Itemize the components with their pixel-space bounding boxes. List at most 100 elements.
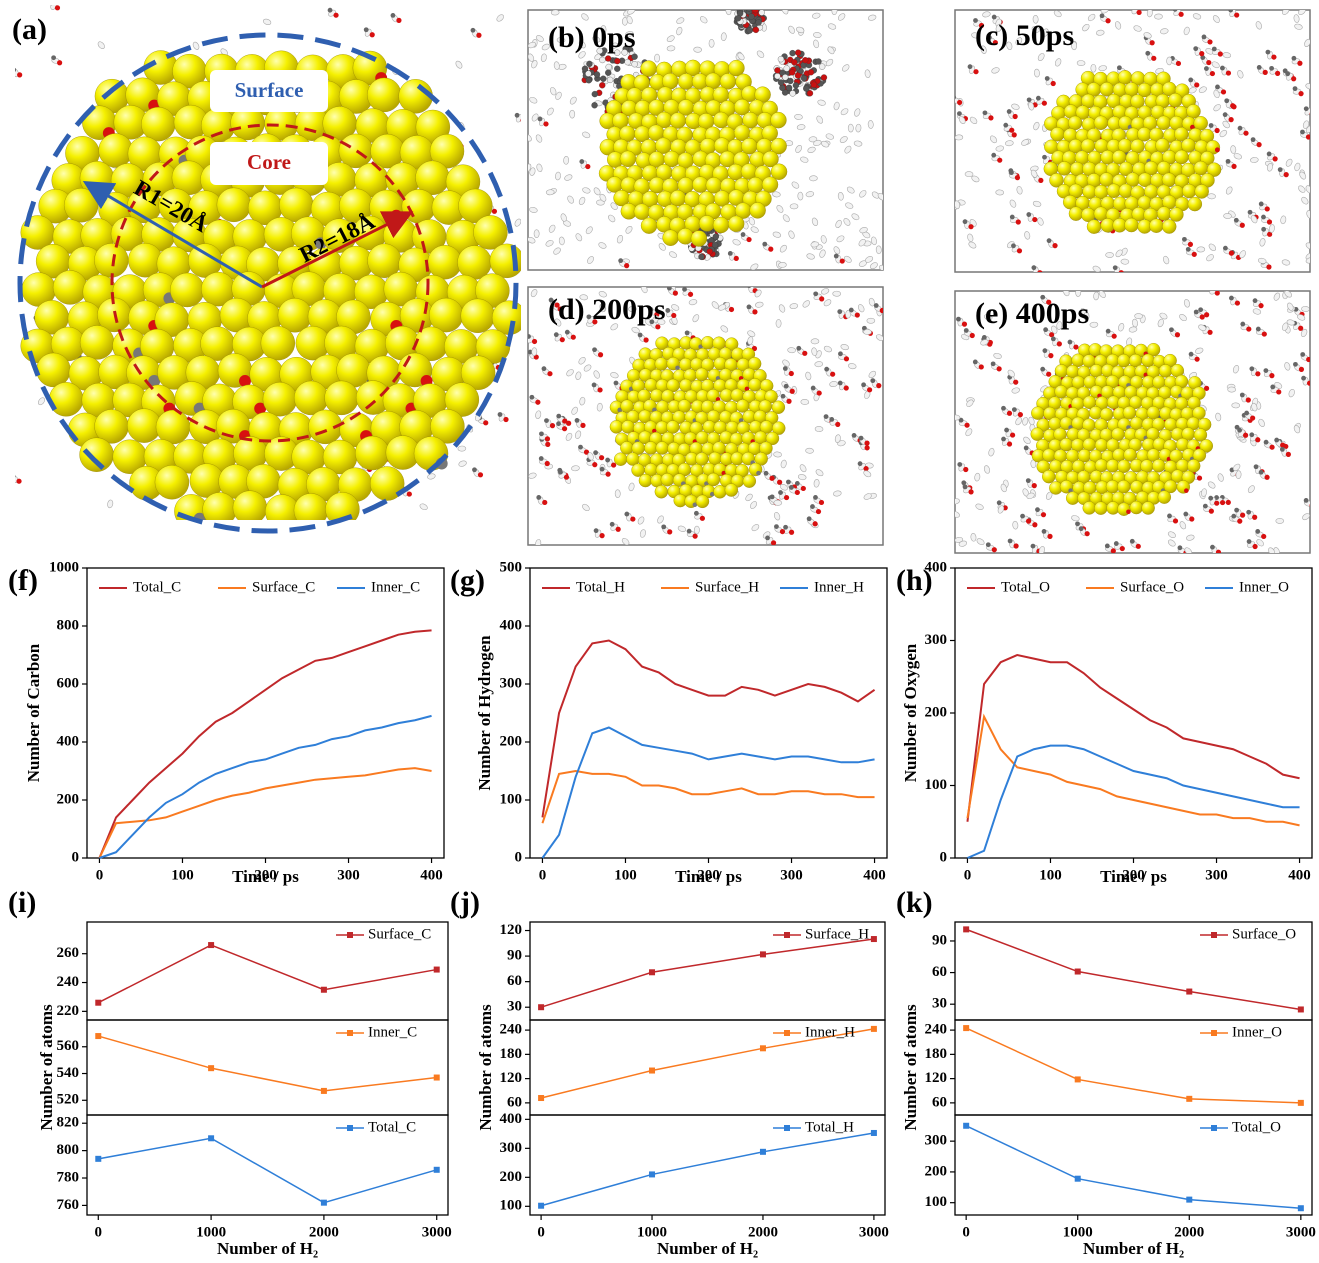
- oxygen-atom: [1283, 172, 1289, 178]
- carbon-atom: [1172, 10, 1178, 12]
- molecule: [530, 289, 538, 298]
- molecule: [982, 11, 991, 18]
- oxygen-atom: [624, 263, 630, 269]
- oxygen-atom: [1009, 127, 1015, 133]
- molecule: [1032, 15, 1039, 24]
- molecule: [1128, 326, 1138, 333]
- oxygen-atom: [544, 460, 550, 467]
- molecule: [1083, 311, 1090, 321]
- molecule: [1293, 425, 1301, 434]
- carbon-atom: [637, 332, 643, 338]
- molecule: [514, 218, 521, 227]
- molecule: [782, 359, 790, 367]
- molecule: [1305, 252, 1310, 260]
- oxygen-atom: [1219, 499, 1226, 506]
- cluster-atom: [621, 49, 628, 56]
- cluster-atom: [803, 85, 810, 92]
- carbon-atom: [1001, 436, 1006, 442]
- molecule: [1256, 539, 1264, 547]
- gold-atom: [1162, 219, 1177, 234]
- molecule: [1183, 26, 1190, 36]
- carbon-atom: [1285, 71, 1291, 77]
- gold-atom: [338, 133, 374, 169]
- x-tick-label: 3000: [422, 1224, 452, 1240]
- oxygen-atom: [1149, 40, 1155, 46]
- cluster-atom: [782, 74, 789, 81]
- carbon-atom: [1041, 528, 1047, 534]
- y-tick-label: 780: [57, 1169, 80, 1185]
- molecule: [1225, 186, 1233, 195]
- molecule: [868, 297, 875, 307]
- oxygen-atom: [1006, 441, 1013, 447]
- marker: [963, 1025, 970, 1032]
- marker: [538, 1202, 545, 1209]
- marker: [208, 1065, 215, 1072]
- molecule: [1304, 38, 1310, 47]
- carbon-atom: [810, 385, 816, 391]
- molecule: [574, 430, 582, 439]
- cluster-atom: [600, 75, 607, 82]
- gold-atom: [772, 421, 786, 435]
- molecule: [1201, 488, 1207, 497]
- oxygen-atom: [1111, 333, 1117, 339]
- y-tick-label: 200: [57, 791, 80, 807]
- carbon-atom: [51, 55, 57, 61]
- molecule: [578, 51, 586, 59]
- molecule: [1227, 386, 1236, 393]
- oxygen-atom: [1214, 291, 1220, 296]
- legend-label: Inner_O: [1239, 579, 1289, 595]
- carbon-atom: [957, 111, 962, 117]
- carbon-atom: [1291, 55, 1297, 61]
- molecule: [833, 246, 841, 255]
- molecule: [842, 64, 850, 72]
- oxygen-atom: [768, 246, 774, 252]
- oxygen-atom: [1012, 113, 1018, 120]
- carbon-atom: [1222, 112, 1228, 118]
- carbon-atom: [1263, 439, 1269, 445]
- gold-atom: [724, 483, 739, 497]
- gold-atom: [761, 176, 779, 193]
- gold-atom: [232, 490, 268, 520]
- molecule: [1105, 252, 1114, 258]
- molecule: [1258, 418, 1265, 427]
- carbon-atom: [1200, 55, 1206, 60]
- carbon-atom: [1293, 361, 1298, 367]
- marker: [95, 1033, 102, 1040]
- oxygen-atom: [1049, 332, 1055, 338]
- oxygen-atom: [57, 60, 63, 66]
- series-line: [540, 1132, 875, 1207]
- carbon-atom: [833, 253, 839, 259]
- molecule: [1160, 28, 1169, 35]
- oxygen-atom: [1118, 270, 1124, 272]
- molecule: [995, 189, 1005, 196]
- carbon-atom: [1188, 77, 1194, 83]
- carbon-atom: [1237, 125, 1243, 131]
- molecule: [800, 156, 809, 163]
- molecule: [1294, 23, 1303, 30]
- oxygen-atom: [1234, 300, 1241, 306]
- oxygen-atom: [406, 491, 412, 497]
- molecule: [796, 26, 805, 34]
- molecule: [1195, 347, 1204, 354]
- molecule: [776, 205, 784, 213]
- molecule: [598, 291, 607, 298]
- molecule: [833, 101, 840, 111]
- carbon-atom: [1250, 137, 1256, 143]
- molecule: [1082, 23, 1090, 32]
- carbon-atom: [592, 347, 597, 353]
- molecule: [780, 459, 787, 469]
- carbon-atom: [1204, 66, 1209, 71]
- gold-atom: [79, 325, 115, 360]
- x-tick-label: 400: [1288, 867, 1311, 883]
- carbon-atom: [1303, 497, 1309, 503]
- molecule: [869, 262, 878, 270]
- molecule: [955, 200, 961, 210]
- x-tick-label: 400: [863, 867, 886, 883]
- gold-atom: [262, 382, 298, 417]
- carbon-atom: [1009, 170, 1014, 176]
- molecule: [1280, 215, 1287, 225]
- cluster-atom: [596, 47, 603, 55]
- oxygen-atom: [1269, 444, 1275, 450]
- molecule: [816, 115, 824, 124]
- molecule: [1075, 291, 1082, 297]
